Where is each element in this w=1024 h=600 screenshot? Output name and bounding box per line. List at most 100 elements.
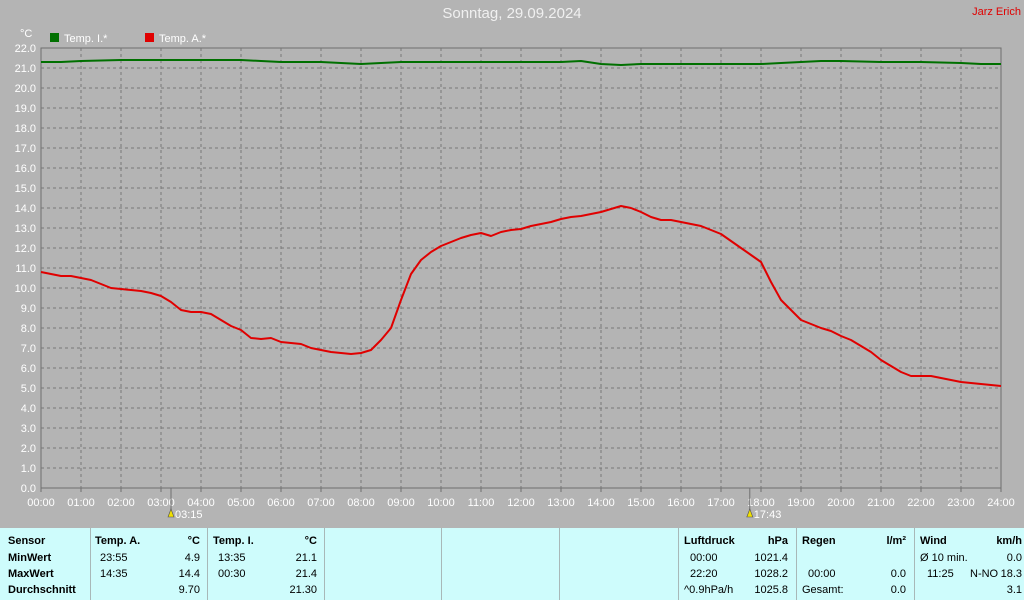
x-tick-label: 12:00	[507, 497, 535, 509]
wind-max-time: 11:25	[927, 568, 954, 580]
ti-max-val: 21.4	[295, 568, 317, 580]
y-tick-label: 2.0	[21, 443, 36, 455]
y-tick-label: 21.0	[15, 63, 36, 75]
y-tick-label: 4.0	[21, 403, 36, 415]
y-tick-label: 17.0	[15, 143, 36, 155]
y-tick-label: 16.0	[15, 163, 36, 175]
regen-max-time: 00:00	[808, 568, 836, 580]
wind-avg: 3.1	[1006, 584, 1022, 596]
y-tick-label: 1.0	[21, 463, 36, 475]
series-line-outdoor	[40, 205, 1002, 387]
y-tick-label: 13.0	[15, 223, 36, 235]
ta-max-time: 14:35	[100, 568, 128, 580]
table-divider	[324, 528, 325, 600]
x-tick-label: 18:00	[747, 497, 775, 509]
legend: Temp. I.* Temp. A.*	[50, 33, 207, 45]
table-divider	[914, 528, 915, 600]
x-tick-label: 19:00	[787, 497, 815, 509]
y-axis-ticks: 0.0 1.0 2.0 3.0 4.0 5.0 6.0 7.0 8.0 9.0 10.0 11.0 12…	[15, 43, 36, 495]
y-tick-label: 9.0	[21, 303, 36, 315]
legend-label-outdoor: Temp. A.*	[159, 33, 207, 45]
summary-table: Sensor MinWert MaxWert Durchschnitt Temp…	[0, 528, 1024, 600]
sensor-header: Sensor	[8, 535, 46, 547]
regen-header: Regen	[802, 535, 836, 547]
regen-total: 0.0	[890, 584, 906, 596]
series-line-indoor	[41, 59, 1001, 66]
y-tick-label: 8.0	[21, 323, 36, 335]
x-tick-label: 00:00	[27, 497, 55, 509]
legend-swatch-outdoor	[145, 33, 154, 42]
series-lines	[40, 59, 1002, 387]
legend-swatch-indoor	[50, 33, 59, 42]
x-tick-label: 16:00	[667, 497, 695, 509]
luft-avg: 1025.8	[754, 584, 788, 596]
x-tick-label: 01:00	[67, 497, 95, 509]
x-tick-label: 08:00	[347, 497, 375, 509]
x-tick-label: 05:00	[227, 497, 255, 509]
ti-unit: °C	[304, 535, 317, 547]
sunset-time-label: 17:43	[754, 509, 782, 521]
ti-max-time: 00:30	[218, 568, 246, 580]
x-tick-label: 23:00	[947, 497, 975, 509]
sun-markers: 03:15 17:43	[167, 488, 782, 521]
table-divider	[441, 528, 442, 600]
x-tick-label: 14:00	[587, 497, 615, 509]
y-tick-label: 10.0	[15, 283, 36, 295]
ti-avg: 21.30	[289, 584, 317, 596]
y-tick-label: 11.0	[15, 263, 36, 275]
sunset-icon	[746, 508, 754, 518]
ta-min-time: 23:55	[100, 552, 128, 564]
y-tick-label: 20.0	[15, 83, 36, 95]
y-tick-label: 19.0	[15, 103, 36, 115]
x-tick-label: 11:00	[468, 497, 495, 509]
x-tick-label: 15:00	[627, 497, 655, 509]
x-tick-label: 13:00	[547, 497, 575, 509]
x-tick-label: 03:00	[147, 497, 175, 509]
luft-max-val: 1028.2	[754, 568, 788, 580]
ta-unit: °C	[187, 535, 200, 547]
ta-avg: 9.70	[178, 584, 200, 596]
wind-avg-label: Ø 10 min.	[920, 552, 968, 564]
x-tick-label: 07:00	[307, 497, 335, 509]
x-tick-label: 02:00	[107, 497, 135, 509]
regen-unit: l/m²	[886, 535, 906, 547]
table-divider	[559, 528, 560, 600]
luft-trend: ^0.9hPa/h	[684, 584, 734, 596]
sunrise-time-label: 03:15	[175, 509, 203, 521]
luft-min-val: 1021.4	[754, 552, 788, 564]
luft-max-time: 22:20	[690, 568, 718, 580]
x-tick-label: 17:00	[707, 497, 735, 509]
x-tick-label: 21:00	[867, 497, 895, 509]
y-tick-label: 22.0	[15, 43, 36, 55]
wind-avg-val: 0.0	[1006, 552, 1022, 564]
table-divider	[678, 528, 679, 600]
chart-title: Sonntag, 29.09.2024	[442, 5, 582, 22]
row-label-min: MinWert	[8, 552, 52, 564]
x-tick-label: 06:00	[267, 497, 295, 509]
wind-max-val: 18.3	[1000, 568, 1022, 580]
x-tick-label: 10:00	[427, 497, 455, 509]
wind-max-dir: N-NO	[970, 568, 999, 580]
y-tick-label: 15.0	[15, 183, 36, 195]
sunrise-icon	[167, 508, 175, 518]
row-label-avg: Durchschnitt	[8, 584, 76, 596]
ti-header: Temp. I.	[213, 535, 254, 547]
y-tick-label: 12.0	[15, 243, 36, 255]
y-tick-label: 18.0	[15, 123, 36, 135]
x-axis-ticks: 00:00 01:00 02:00 03:00 04:00 05:00 06:00 07:00…	[27, 488, 1015, 509]
wind-unit: km/h	[996, 535, 1022, 547]
luft-header: Luftdruck	[684, 535, 735, 547]
y-tick-label: 3.0	[21, 423, 36, 435]
legend-label-indoor: Temp. I.*	[64, 33, 108, 45]
luft-unit: hPa	[767, 535, 788, 547]
wind-header: Wind	[920, 535, 947, 547]
ta-min-val: 4.9	[184, 552, 200, 564]
regen-max-val: 0.0	[890, 568, 906, 580]
table-divider	[796, 528, 797, 600]
y-axis-label: °C	[20, 28, 32, 40]
x-tick-label: 04:00	[187, 497, 215, 509]
y-tick-label: 14.0	[15, 203, 36, 215]
temperature-chart: 0.0 1.0 2.0 3.0 4.0 5.0 6.0 7.0 8.0 9.0 10.0 11.0 12…	[15, 28, 1015, 521]
x-tick-label: 22:00	[907, 497, 935, 509]
x-tick-label: 24:00	[987, 497, 1015, 509]
